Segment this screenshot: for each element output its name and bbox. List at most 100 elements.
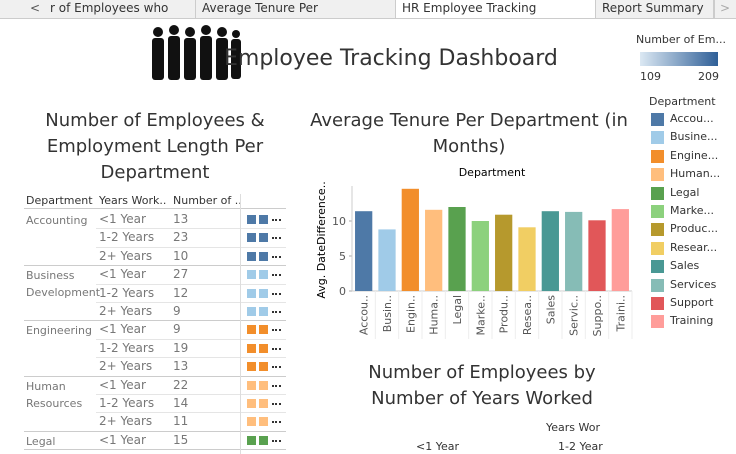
bar: [518, 227, 536, 291]
tab-active[interactable]: HR Employee Tracking Dashbo...: [396, 0, 596, 18]
legend-swatch: [651, 278, 664, 292]
count-cell: 11: [173, 414, 189, 429]
years-column: 1-2 Year: [558, 440, 603, 453]
table-header: Number of ..: [173, 194, 242, 207]
count-cell: 14: [173, 396, 189, 410]
color-ramp: [640, 52, 718, 66]
years-cell: 1-2 Years: [99, 340, 155, 355]
marker-more: [272, 219, 281, 223]
row-rule: [96, 283, 286, 285]
group-rule: [24, 430, 286, 432]
marker-more: [272, 274, 281, 278]
marker: [247, 251, 256, 261]
marker-more: [272, 292, 281, 297]
x-tick-label: Accou..: [358, 295, 371, 335]
marker: [247, 288, 256, 298]
x-tick-label: Suppo..: [591, 295, 604, 336]
department-cell: Accounting: [26, 214, 88, 227]
years-cell: <1 Year: [99, 377, 146, 392]
legend-label: Produc...: [670, 222, 718, 236]
tab[interactable]: Average Tenure Per Departmen...: [196, 0, 396, 18]
count-cell: 9: [173, 304, 181, 318]
row-rule: [96, 246, 286, 248]
x-tick-label: Marke..: [474, 295, 487, 336]
row-rule: [96, 338, 286, 340]
count-cell: 13: [173, 359, 189, 374]
marker: [247, 307, 256, 316]
x-tick-label: Engin..: [404, 295, 417, 333]
x-tick-label: Sales: [544, 295, 557, 325]
table-title: Number of Employees & Employment Length …: [45, 110, 265, 183]
bar: [495, 214, 513, 291]
legend-label: Busine...: [670, 130, 718, 144]
years-cell: 1-2 Years: [99, 396, 155, 410]
legend-label: Marke...: [670, 204, 714, 217]
legend-label: Legal: [670, 185, 700, 199]
bar: [541, 211, 559, 291]
y-axis-title: Avg. DateDifference..: [315, 181, 328, 298]
marker-more: [272, 255, 281, 260]
count-cell: 23: [173, 230, 189, 245]
marker-more: [272, 347, 281, 352]
logo: [152, 25, 241, 80]
marker: [259, 233, 268, 243]
marker: [259, 307, 268, 316]
marker: [259, 215, 268, 224]
marker-more: [272, 329, 281, 333]
x-tick-label: Huma..: [428, 295, 441, 335]
legend-swatch: [651, 297, 664, 310]
bar: [425, 209, 443, 291]
marker: [259, 362, 268, 372]
department-cell: Human Resources: [26, 379, 83, 410]
years-cell: 1-2 Years: [99, 230, 155, 245]
years-cell: <1 Year: [99, 322, 146, 337]
marker: [247, 215, 256, 224]
legend-swatch: [651, 149, 664, 163]
bar: [588, 220, 606, 291]
legend-swatch: [651, 168, 664, 182]
marker: [259, 380, 268, 390]
marker: [247, 380, 256, 390]
group-rule: [24, 449, 286, 451]
years-cell: 1-2 Years: [99, 285, 155, 300]
marker: [259, 399, 268, 408]
bar: [471, 221, 489, 291]
marker: [259, 417, 268, 427]
x-tick-label: Produ..: [498, 295, 511, 333]
tab-next[interactable]: >: [714, 0, 735, 18]
years-cell: <1 Year: [99, 432, 146, 447]
tab[interactable]: r of Employees who wor...: [44, 0, 196, 18]
legend-swatch: [651, 205, 664, 218]
count-cell: 10: [173, 248, 189, 263]
years-column: <1 Year: [416, 440, 460, 453]
years-cell: 2+ Years: [99, 359, 153, 374]
chart-title: Average Tenure Per Department (in Months…: [310, 110, 628, 157]
legend-label: Sales: [670, 259, 700, 273]
bar: [355, 211, 373, 291]
years-cell: 2+ Years: [99, 414, 153, 429]
years-cell: <1 Year: [99, 212, 146, 226]
years-cell: 2+ Years: [99, 304, 153, 318]
department-cell: Engineering: [26, 324, 92, 338]
marker: [247, 325, 256, 335]
marker-more: [272, 366, 281, 370]
legend-label: Accou...: [670, 112, 714, 125]
count-cell: 13: [173, 212, 189, 226]
header-rule: [24, 208, 286, 209]
marker: [247, 417, 256, 427]
years-chart-title: Number of Employees by Number of Years W…: [368, 362, 596, 409]
table-divider: [240, 194, 241, 454]
marker: [247, 343, 256, 353]
department-cell: Business Development: [26, 269, 101, 300]
legend-swatch: [651, 113, 664, 126]
bar: [401, 188, 419, 291]
count-cell: 9: [173, 322, 181, 337]
tab[interactable]: Report Summary: [596, 0, 714, 18]
legend-label: Training: [670, 314, 714, 328]
row-rule: [96, 412, 286, 414]
marker: [247, 233, 256, 243]
color-legend-max: 209: [698, 70, 719, 83]
x-tick-label: Traini..: [614, 295, 627, 332]
count-cell: 27: [173, 267, 189, 282]
